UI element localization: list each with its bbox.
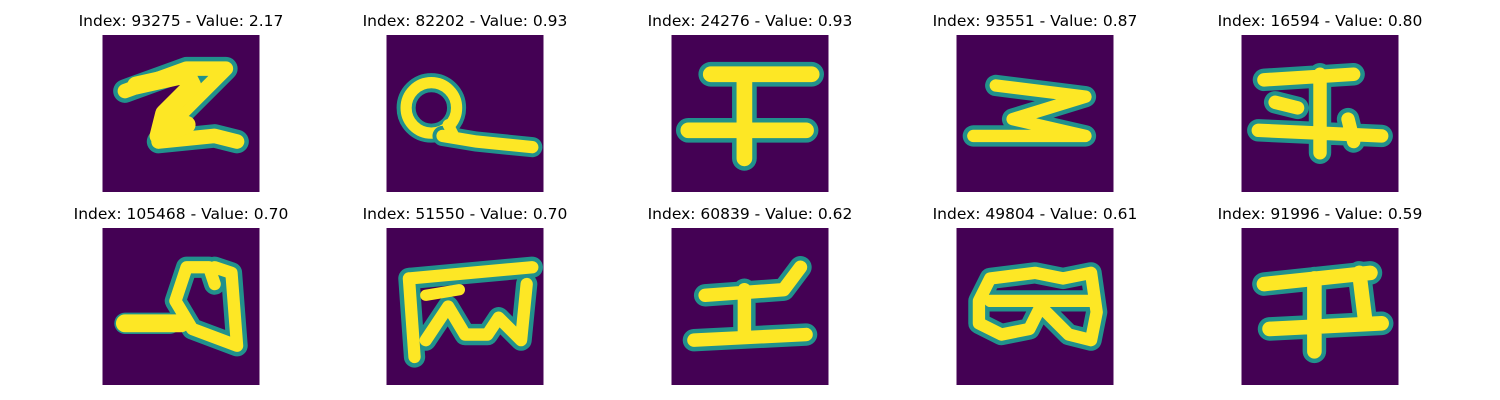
image-panel: Index: 93551 - Value: 0.87 [910, 10, 1160, 190]
image-panel: Index: 91996 - Value: 0.59 [1195, 203, 1445, 383]
digit-image [956, 228, 1114, 385]
panel-title: Index: 93551 - Value: 0.87 [910, 10, 1160, 32]
digit-image [386, 228, 544, 385]
digit-image [102, 228, 260, 385]
image-panel: Index: 24276 - Value: 0.93 [625, 10, 875, 190]
panel-title: Index: 105468 - Value: 0.70 [56, 203, 306, 225]
digit-image [671, 35, 829, 192]
image-panel: Index: 93275 - Value: 2.17 [56, 10, 306, 190]
digit-image [1241, 35, 1399, 192]
image-panel: Index: 51550 - Value: 0.70 [340, 203, 590, 383]
image-panel: Index: 105468 - Value: 0.70 [56, 203, 306, 383]
panel-title: Index: 24276 - Value: 0.93 [625, 10, 875, 32]
digit-image [671, 228, 829, 385]
panel-title: Index: 49804 - Value: 0.61 [910, 203, 1160, 225]
panel-title: Index: 93275 - Value: 2.17 [56, 10, 306, 32]
panel-title: Index: 16594 - Value: 0.80 [1195, 10, 1445, 32]
digit-image [386, 35, 544, 192]
panel-title: Index: 51550 - Value: 0.70 [340, 203, 590, 225]
image-panel: Index: 82202 - Value: 0.93 [340, 10, 590, 190]
panel-title: Index: 60839 - Value: 0.62 [625, 203, 875, 225]
image-panel: Index: 60839 - Value: 0.62 [625, 203, 875, 383]
digit-image [102, 35, 260, 192]
image-panel: Index: 16594 - Value: 0.80 [1195, 10, 1445, 190]
digit-image [956, 35, 1114, 192]
image-panel: Index: 49804 - Value: 0.61 [910, 203, 1160, 383]
digit-image [1241, 228, 1399, 385]
panel-title: Index: 91996 - Value: 0.59 [1195, 203, 1445, 225]
panel-title: Index: 82202 - Value: 0.93 [340, 10, 590, 32]
